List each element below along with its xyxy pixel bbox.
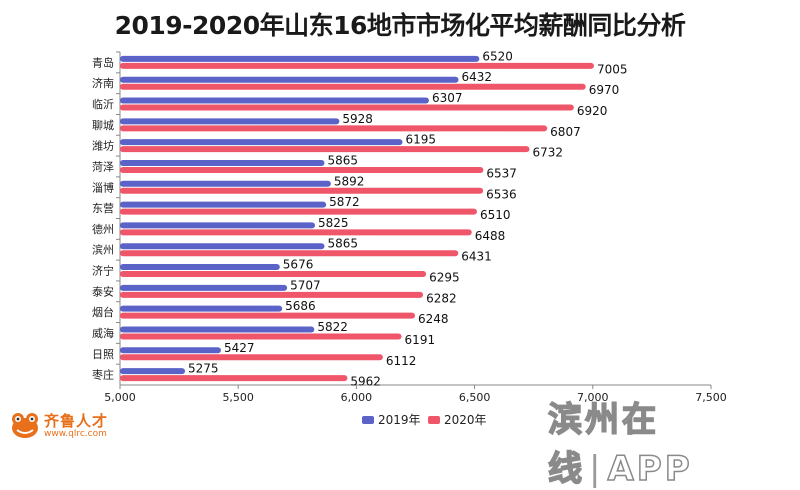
value-label-2020: 6807 [550,125,581,139]
category-label: 菏泽 [92,160,114,173]
logo-url: www.qlrc.com [44,429,107,439]
category-label: 东营 [92,201,114,215]
value-label-2019: 5822 [317,320,348,334]
bar-2019 [120,222,316,229]
value-label-2019: 5676 [283,258,314,272]
value-label-2020: 6248 [418,312,449,326]
value-label-2020: 5962 [350,375,381,389]
bar-2020 [120,291,424,298]
value-label-2019: 5825 [318,216,349,230]
value-label-2020: 6282 [426,291,457,305]
bar-2019 [120,76,459,83]
bar-2020 [120,104,574,111]
value-label-2019: 6432 [462,70,493,84]
bar-2020 [120,208,477,215]
value-label-2020: 6295 [429,271,460,285]
bar-2019 [120,159,325,166]
legend-swatch [362,416,374,424]
bar-2020 [120,271,427,278]
watermark-right: APP [607,448,693,490]
category-label: 潍坊 [92,139,114,153]
value-label-2020: 6536 [486,187,517,201]
bar-2020 [120,187,484,194]
x-tick-label: 7,500 [695,391,727,404]
value-label-2020: 6112 [386,354,417,368]
x-tick-label: 6,500 [459,391,491,404]
bar-2019 [120,180,331,187]
value-label-2020: 6191 [405,333,436,347]
qlrc-logo: 齐鲁人才 www.qlrc.com [10,408,130,444]
category-label: 临沂 [92,97,114,111]
category-label: 聊城 [92,118,114,132]
bar-2020 [120,312,416,319]
value-label-2019: 5686 [285,299,316,313]
watermark: 滨州在线 | APP [547,392,800,490]
x-tick-label: 6,000 [341,391,373,404]
bar-2019 [120,118,340,125]
bar-2020 [120,333,402,340]
value-label-2020: 6488 [475,229,506,243]
bar-2019 [120,368,186,375]
bar-2019 [120,55,480,62]
category-label: 滨州 [92,243,114,257]
bar-2020 [120,354,383,361]
bar-2019 [120,97,429,104]
x-tick-label: 5,000 [104,391,136,404]
logo-text: 齐鲁人才 [44,412,109,430]
bar-2019 [120,305,283,312]
bar-2019 [120,326,315,333]
bar-2019 [120,264,280,271]
value-label-2019: 5865 [327,237,358,251]
value-label-2019: 6307 [432,91,463,105]
bar-2020 [120,229,472,236]
category-label: 日照 [92,348,114,361]
category-label: 泰安 [92,284,114,298]
value-label-2019: 5892 [334,174,365,188]
value-label-2019: 5928 [342,112,373,126]
bar-2020 [120,125,548,132]
category-label: 烟台 [92,305,114,319]
legend-label: 2020年 [444,413,487,427]
bar-2020 [120,62,594,69]
bar-2019 [120,139,403,146]
value-label-2020: 6510 [480,208,511,222]
bar-2019 [120,201,327,208]
value-label-2019: 6195 [405,133,436,147]
value-label-2020: 7005 [597,62,628,76]
value-label-2019: 5872 [329,195,360,209]
value-label-2019: 5865 [327,153,358,167]
value-label-2019: 5275 [188,362,219,376]
category-label: 威海 [92,326,114,340]
legend-label: 2019年 [378,413,421,427]
bar-2020 [120,375,348,382]
chart-title: 2019-2020年山东16地市市场化平均薪酬同比分析 [114,11,686,40]
category-label: 青岛 [92,55,114,69]
bar-2020 [120,250,459,257]
value-label-2019: 5707 [290,278,321,292]
value-label-2020: 6970 [589,83,620,97]
value-label-2020: 6920 [577,104,608,118]
category-label: 济宁 [92,264,114,278]
category-label: 枣庄 [92,368,114,382]
bar-2019 [120,243,325,250]
bar-2020 [120,166,484,173]
legend-swatch [428,416,440,424]
value-label-2020: 6537 [486,166,517,180]
frog-logo-icon [12,413,38,438]
bar-2020 [120,146,530,153]
bar-2019 [120,284,288,291]
value-label-2020: 6431 [461,250,492,264]
watermark-separator: | [589,449,604,489]
x-tick-label: 7,000 [577,391,609,404]
value-label-2019: 6520 [482,49,513,63]
bar-2020 [120,83,586,90]
bar-2019 [120,347,221,354]
value-label-2020: 6732 [532,146,563,160]
x-tick-label: 5,500 [222,391,254,404]
bar-chart: 5,000 5,500 6,000 6,500 7,000 7,500 青岛 6520 7005… [92,49,727,427]
category-label: 德州 [92,222,114,236]
value-label-2019: 5427 [224,341,255,355]
category-label: 淄博 [92,181,114,194]
category-label: 济南 [92,76,114,90]
